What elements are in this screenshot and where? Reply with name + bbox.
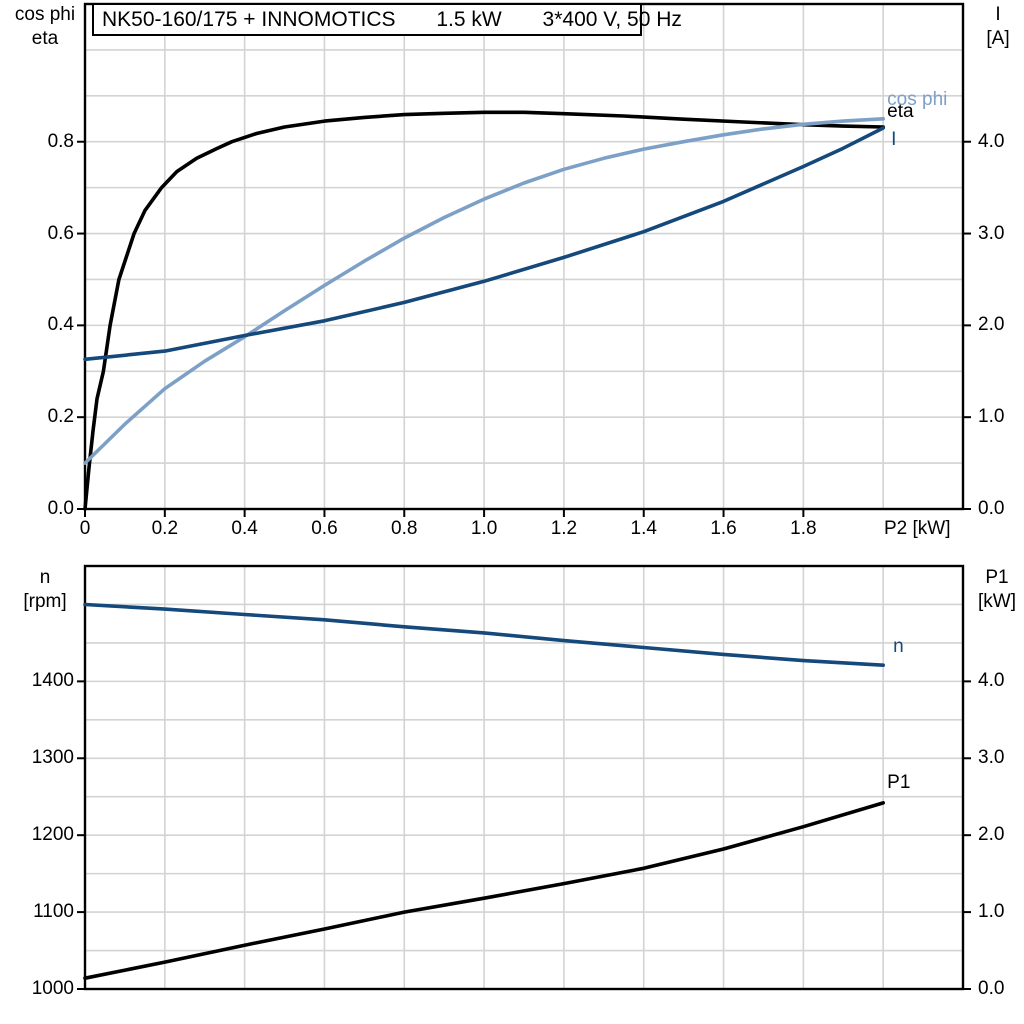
- x-axis-tick-label: 0.4: [231, 518, 258, 539]
- axis-title-line: [A]: [986, 28, 1010, 49]
- axis-title-line: I: [995, 4, 1001, 25]
- right-axis-tick-label: 2.0: [978, 314, 1005, 336]
- right-axis-tick-label: 3.0: [978, 747, 1005, 769]
- I-curve: [83, 126, 886, 362]
- right-axis-tick-label: 1.0: [978, 406, 1005, 428]
- axis-title-line: eta: [31, 28, 59, 49]
- left-axis-tick-label: 0.4: [47, 314, 74, 336]
- right-axis-tick-label: 2.0: [978, 824, 1005, 846]
- right-axis-tick-label: 0.0: [978, 498, 1005, 519]
- right-axis-tick-label: 4.0: [978, 130, 1005, 152]
- n-curve-label: n: [893, 636, 904, 658]
- x-axis-unit-label: P2 [kW]: [884, 518, 951, 539]
- x-axis-tick-label: 0.8: [391, 518, 418, 539]
- x-axis-tick-label: 0.6: [311, 518, 338, 539]
- chart-title-box: NK50-160/175 + INNOMOTICS 1.5 kW 3*400 V…: [92, 3, 682, 36]
- I-curve-label: I: [891, 128, 897, 150]
- cos_phi-curve: [83, 117, 886, 465]
- n-curve: [83, 602, 886, 668]
- x-axis-tick-label: 1.4: [630, 518, 657, 539]
- plot-border: [83, 2, 965, 511]
- x-axis-tick-label: 0: [79, 518, 91, 539]
- left-axis-tick-label: 1200: [31, 824, 74, 846]
- x-axis-tick-label: 1.8: [790, 518, 817, 539]
- left-axis-tick-label: 1100: [33, 901, 74, 923]
- P1-curve: [83, 801, 886, 981]
- top-right-axis-title: I [A]: [963, 3, 1024, 51]
- left-axis-tick-label: 1400: [31, 670, 74, 692]
- left-axis-tick-label: 0.8: [47, 130, 74, 152]
- P1-curve-label: P1: [887, 771, 911, 793]
- left-axis-tick-label: 0.0: [47, 498, 74, 519]
- eta-curve: [83, 110, 886, 511]
- axis-title-line: P1: [985, 567, 1009, 588]
- chart-title: NK50-160/175 + INNOMOTICS 1.5 kW 3*400 V…: [102, 8, 682, 31]
- bottom-right-axis-title: P1 [kW]: [962, 566, 1024, 614]
- eta-curve-label: eta: [887, 101, 914, 123]
- x-axis-tick-label: 1.6: [710, 518, 737, 539]
- axis-title-line: cos phi: [14, 4, 76, 25]
- plot-border: [83, 564, 965, 991]
- x-axis-tick-label: 1.2: [550, 518, 578, 539]
- left-axis-tick-label: 1300: [31, 747, 74, 769]
- cos_phi-curve-label: cos phi: [887, 88, 948, 110]
- right-axis-tick-label: 4.0: [978, 670, 1005, 692]
- top-left-axis-title: cos phi eta: [5, 3, 85, 51]
- right-axis-tick-label: 3.0: [978, 222, 1005, 244]
- right-axis-tick-label: 1.0: [978, 901, 1005, 923]
- bottom-left-axis-title: n [rpm]: [5, 566, 85, 614]
- x-axis-tick-label: 0.2: [151, 518, 179, 539]
- axis-title-line: n: [39, 567, 51, 588]
- x-axis-tick-label: 1.0: [470, 518, 498, 539]
- left-axis-tick-label: 0.2: [47, 406, 74, 428]
- right-axis-tick-label: 0.0: [978, 978, 1005, 999]
- axis-title-line: [rpm]: [23, 591, 67, 612]
- left-axis-tick-label: 0.6: [47, 222, 74, 244]
- left-axis-tick-label: 1000: [31, 978, 74, 999]
- axis-title-line: [kW]: [978, 591, 1016, 612]
